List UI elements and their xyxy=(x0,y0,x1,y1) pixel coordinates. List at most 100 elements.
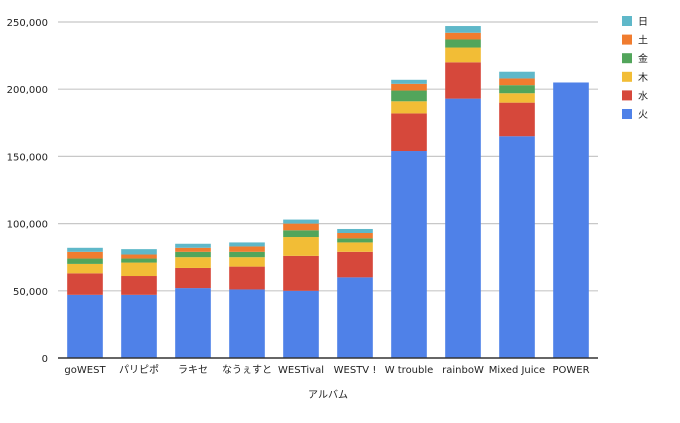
bar-segment xyxy=(391,151,427,358)
bar-stack xyxy=(67,247,103,358)
bar-stack xyxy=(337,228,373,358)
legend-item: 土 xyxy=(622,34,648,47)
legend-swatch xyxy=(622,109,632,119)
y-tick-label: 150,000 xyxy=(7,152,48,163)
bar-segment xyxy=(67,294,103,358)
x-tick-label: W trouble xyxy=(385,365,434,376)
bar-segment xyxy=(229,246,265,252)
x-tick-label: Mixed Juice xyxy=(489,365,545,376)
bar-segment xyxy=(67,273,103,295)
legend-swatch xyxy=(622,16,632,26)
bar-segment xyxy=(229,289,265,358)
bar-segment xyxy=(337,238,373,243)
bar-segment xyxy=(499,85,535,94)
legend-item: 木 xyxy=(622,71,648,84)
bar-stack xyxy=(553,82,589,358)
bar-segment xyxy=(499,93,535,103)
bar-segment xyxy=(229,251,265,258)
bar-segment xyxy=(121,276,157,295)
bar-segment xyxy=(121,249,157,255)
bar-segment xyxy=(67,258,103,264)
legend-item: 金 xyxy=(622,52,648,65)
x-tick-label: パリピポ xyxy=(119,364,159,376)
bar-segment xyxy=(445,47,481,63)
legend-label: 土 xyxy=(638,34,648,47)
y-tick-label: 0 xyxy=(42,354,48,365)
bar-segment xyxy=(283,237,319,256)
bar-segment xyxy=(67,247,103,252)
bar-segment xyxy=(229,242,265,247)
x-axis-title: アルバム xyxy=(308,389,348,401)
x-tick-label: rainboW xyxy=(442,365,484,376)
x-axis-ticks: goWEST パリピポ ラキセ なうぇすと WESTival WESTV ! W troub… xyxy=(64,364,589,376)
bar-segment xyxy=(499,78,535,86)
legend-item: 火 xyxy=(622,109,648,121)
bar-segment xyxy=(391,79,427,84)
bar-stack xyxy=(445,26,481,358)
legend-label: 金 xyxy=(638,52,648,65)
bar-segment xyxy=(175,243,211,248)
bar-stack xyxy=(391,79,427,358)
bar-segment xyxy=(337,242,373,252)
bar-segment xyxy=(445,32,481,40)
legend-label: 日 xyxy=(638,17,648,28)
y-tick-label: 100,000 xyxy=(7,220,48,231)
bar-stack xyxy=(229,242,265,358)
x-tick-label: ラキセ xyxy=(178,364,208,376)
y-tick-label: 50,000 xyxy=(13,287,48,298)
bar-segment xyxy=(445,98,481,358)
y-tick-label: 250,000 xyxy=(7,18,48,29)
bar-segment xyxy=(121,254,157,259)
legend-swatch xyxy=(622,71,632,82)
bar-segment xyxy=(445,26,481,33)
bar-segment xyxy=(337,233,373,239)
bar-segment xyxy=(121,262,157,277)
bar-segment xyxy=(67,251,103,259)
legend-item: 日 xyxy=(622,16,648,28)
bar-segment xyxy=(283,290,319,358)
bar-segment xyxy=(175,251,211,258)
bar-segment xyxy=(175,247,211,252)
x-tick-label: なうぇすと xyxy=(222,364,272,376)
legend-swatch xyxy=(622,90,632,101)
bar-segment xyxy=(337,277,373,358)
legend-label: 水 xyxy=(638,90,648,102)
bar-stack xyxy=(175,243,211,358)
bar-segment xyxy=(175,267,211,289)
bar-stack xyxy=(121,249,157,358)
legend-label: 火 xyxy=(638,109,648,121)
bar-segment xyxy=(175,288,211,358)
bar-segment xyxy=(391,83,427,91)
bar-segment xyxy=(229,257,265,267)
bar-segment xyxy=(121,294,157,358)
bar-segment xyxy=(391,90,427,102)
bar-stack xyxy=(499,71,535,358)
bar-segment xyxy=(337,251,373,278)
bar-segment xyxy=(391,101,427,114)
bar-segment xyxy=(391,113,427,152)
bar-stack xyxy=(283,219,319,358)
legend-swatch xyxy=(622,34,632,45)
bar-segment xyxy=(175,257,211,268)
legend-swatch xyxy=(622,53,632,64)
bar-segment xyxy=(499,136,535,358)
bar-segment xyxy=(283,255,319,291)
x-tick-label: WESTival xyxy=(278,365,324,376)
bar-segment xyxy=(67,263,103,274)
bar-segment xyxy=(499,71,535,79)
bars xyxy=(67,26,589,358)
bar-segment xyxy=(229,266,265,290)
legend-item: 水 xyxy=(622,90,648,102)
bar-segment xyxy=(445,62,481,99)
x-tick-label: POWER xyxy=(552,365,589,376)
bar-segment xyxy=(283,230,319,238)
bar-segment xyxy=(337,228,373,234)
y-tick-label: 200,000 xyxy=(7,85,48,96)
bar-segment xyxy=(553,82,589,358)
x-tick-label: goWEST xyxy=(64,365,106,376)
legend-label: 木 xyxy=(638,72,648,84)
y-axis-ticks: 0 50,000 100,000 150,000 200,000 250,000 xyxy=(7,18,48,365)
bar-segment xyxy=(499,102,535,137)
